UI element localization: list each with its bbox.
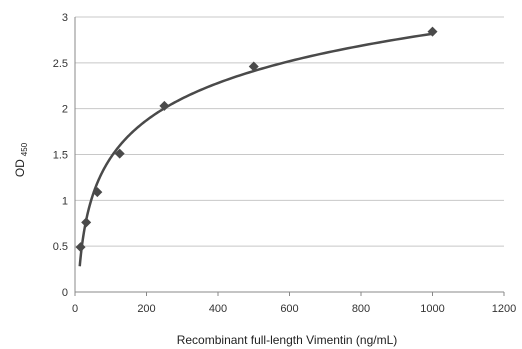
x-tick-label: 600 xyxy=(280,303,298,315)
x-tick-labels: 0 200 400 600 800 1000 1200 xyxy=(72,303,516,315)
data-point xyxy=(427,26,438,37)
x-tick-label: 1200 xyxy=(492,303,516,315)
axes xyxy=(74,17,505,296)
grid xyxy=(75,16,504,247)
y-tick-label: 2.5 xyxy=(53,58,68,70)
y-axis-title: OD450 xyxy=(13,142,29,177)
fit-curve-group xyxy=(78,32,433,267)
y-tick-label: 2 xyxy=(62,104,68,116)
y-tick-label: 0 xyxy=(62,287,68,299)
y-tick-label: 1 xyxy=(62,195,68,207)
data-point xyxy=(81,217,92,228)
x-tick-label: 800 xyxy=(352,303,370,315)
x-tick-label: 400 xyxy=(209,303,227,315)
data-point xyxy=(114,148,125,159)
y-tick-label: 0.5 xyxy=(53,241,68,253)
fit-curve xyxy=(78,32,433,267)
x-tick-label: 0 xyxy=(72,303,78,315)
y-tick-label: 3 xyxy=(62,12,68,24)
y-tick-labels: 0 0.5 1 1.5 2 2.5 3 xyxy=(53,12,68,299)
x-tick-label: 200 xyxy=(137,303,155,315)
y-tick-label: 1.5 xyxy=(53,150,68,162)
data-point xyxy=(159,100,170,111)
data-point xyxy=(248,61,259,72)
data-points xyxy=(75,26,438,253)
x-tick-label: 1000 xyxy=(420,303,444,315)
x-axis-title: Recombinant full-length Vimentin (ng/mL) xyxy=(177,333,398,347)
data-point xyxy=(92,187,103,198)
data-point xyxy=(75,242,86,253)
